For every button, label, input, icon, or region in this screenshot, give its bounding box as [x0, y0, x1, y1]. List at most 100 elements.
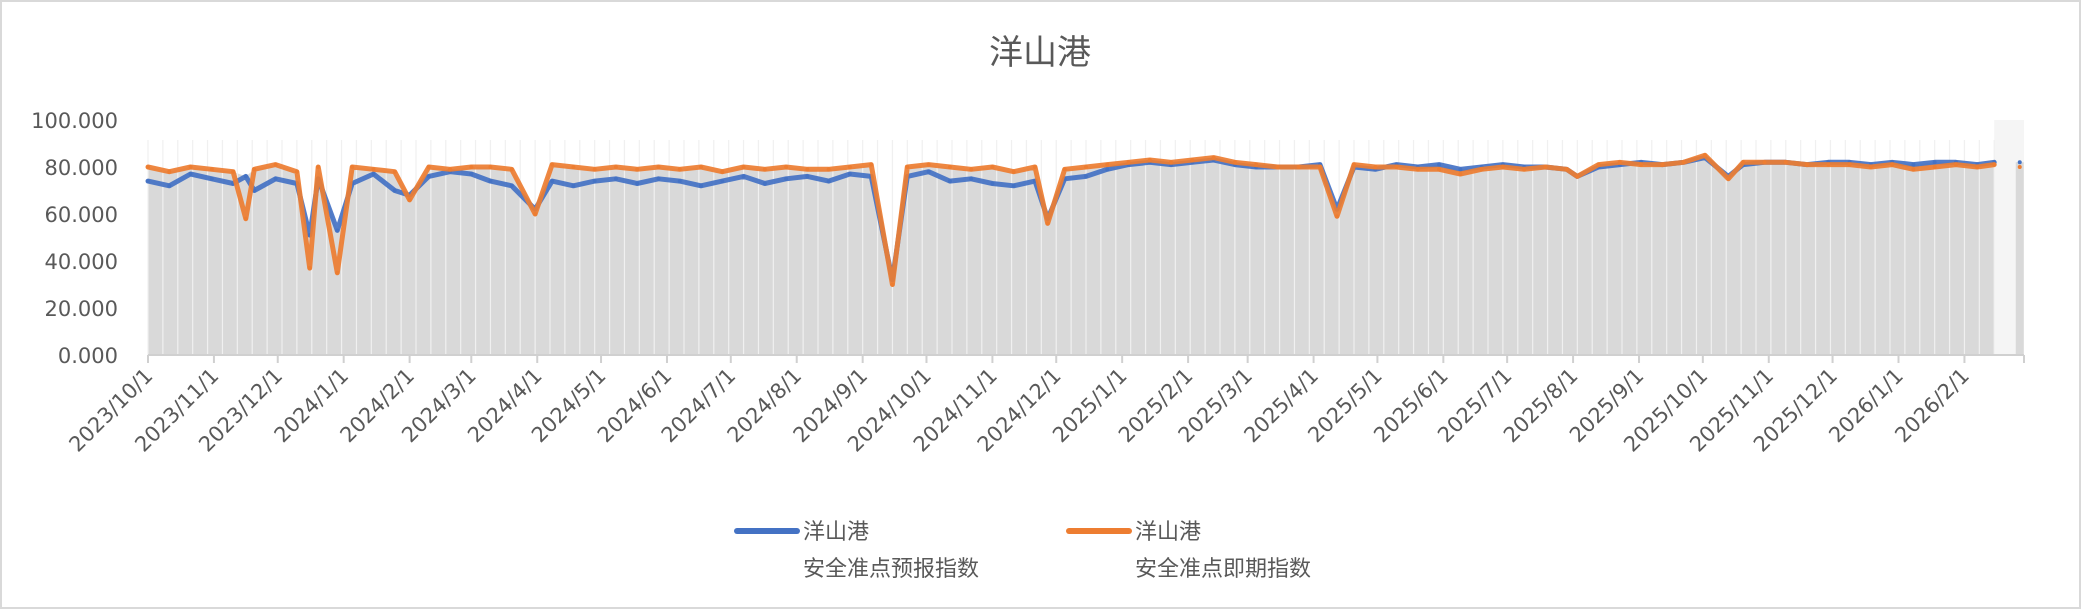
legend-label: 安全准点即期指数 — [1135, 557, 1311, 582]
y-tick-label: 60.000 — [45, 203, 118, 227]
data-point — [1479, 167, 1484, 172]
data-point — [426, 174, 431, 179]
data-point — [1543, 165, 1548, 169]
y-tick-label: 20.000 — [45, 297, 118, 321]
data-point — [1105, 167, 1110, 172]
data-point — [1911, 167, 1916, 172]
data-point — [550, 179, 555, 184]
data-point — [1232, 160, 1237, 165]
data-point — [1702, 153, 1707, 158]
data-point — [1415, 167, 1420, 172]
data-point — [1062, 176, 1067, 181]
data-point — [1352, 162, 1356, 167]
data-point — [762, 167, 767, 172]
data-point — [677, 167, 682, 172]
data-point — [1062, 167, 1067, 172]
data-point — [533, 212, 538, 216]
data-point — [1373, 165, 1378, 169]
data-point — [1932, 160, 1937, 165]
data-point — [469, 165, 474, 169]
data-point — [1437, 162, 1442, 167]
data-point — [571, 165, 576, 169]
data-point — [550, 162, 555, 167]
data-point — [656, 176, 661, 181]
legend-label: 洋山港 — [1135, 520, 1201, 545]
y-tick-label: 0.000 — [58, 344, 118, 368]
data-point — [2017, 160, 2022, 165]
data-point — [741, 174, 746, 179]
series-lines — [146, 153, 2022, 286]
data-point — [1932, 165, 1937, 169]
data-point — [990, 181, 995, 186]
data-point — [1105, 162, 1110, 167]
data-point — [635, 167, 640, 172]
data-point — [1617, 160, 1622, 165]
legend-label: 洋山港 — [803, 520, 869, 545]
data-point — [613, 165, 618, 169]
data-point — [2017, 165, 2022, 169]
y-tick-label: 100.000 — [31, 109, 118, 133]
data-point — [990, 165, 995, 169]
data-point — [188, 165, 193, 169]
data-point — [1334, 214, 1339, 219]
data-point — [1147, 157, 1152, 162]
data-point — [947, 165, 952, 169]
data-point — [146, 165, 150, 169]
data-point — [869, 162, 874, 167]
data-point — [1190, 157, 1195, 162]
data-point — [231, 169, 236, 174]
data-point — [488, 179, 493, 184]
data-point — [784, 176, 789, 181]
data-point — [188, 172, 193, 177]
data-point — [1741, 160, 1746, 165]
data-point — [146, 179, 150, 184]
legend-label: 安全准点预报指数 — [803, 557, 979, 582]
data-point — [1890, 162, 1895, 167]
data-point — [1847, 162, 1852, 167]
data-point — [509, 167, 514, 172]
data-point — [1011, 183, 1016, 188]
background-columns — [147, 120, 2024, 355]
data-point — [1953, 162, 1958, 167]
data-point — [826, 179, 831, 184]
data-point — [167, 183, 172, 188]
data-point — [371, 172, 376, 177]
data-point — [1011, 169, 1016, 174]
data-point — [613, 176, 618, 181]
y-tick-label: 80.000 — [45, 156, 118, 180]
data-point — [426, 165, 431, 169]
data-point — [805, 174, 810, 179]
data-point — [720, 179, 725, 184]
data-point — [1032, 165, 1037, 169]
data-point — [392, 188, 397, 193]
data-point — [1564, 167, 1569, 172]
data-point — [1275, 165, 1280, 169]
data-point — [1458, 167, 1463, 172]
data-point — [350, 165, 355, 169]
data-point — [1032, 179, 1037, 184]
data-point — [167, 169, 172, 174]
data-point — [407, 197, 412, 202]
data-point — [905, 165, 910, 169]
data-point — [1868, 165, 1873, 169]
data-point — [243, 174, 248, 179]
data-point — [1500, 165, 1505, 169]
data-point — [252, 188, 257, 193]
data-point — [252, 167, 257, 172]
data-point — [243, 216, 248, 221]
data-point — [762, 181, 767, 186]
data-point — [231, 181, 236, 186]
y-tick-label: 40.000 — [45, 250, 118, 274]
data-point — [1458, 172, 1463, 177]
data-point — [677, 179, 682, 184]
data-point — [316, 165, 321, 169]
data-point — [469, 172, 474, 177]
data-point — [1296, 165, 1301, 169]
data-point — [273, 176, 278, 181]
data-point — [335, 270, 340, 275]
data-point — [1084, 165, 1088, 169]
